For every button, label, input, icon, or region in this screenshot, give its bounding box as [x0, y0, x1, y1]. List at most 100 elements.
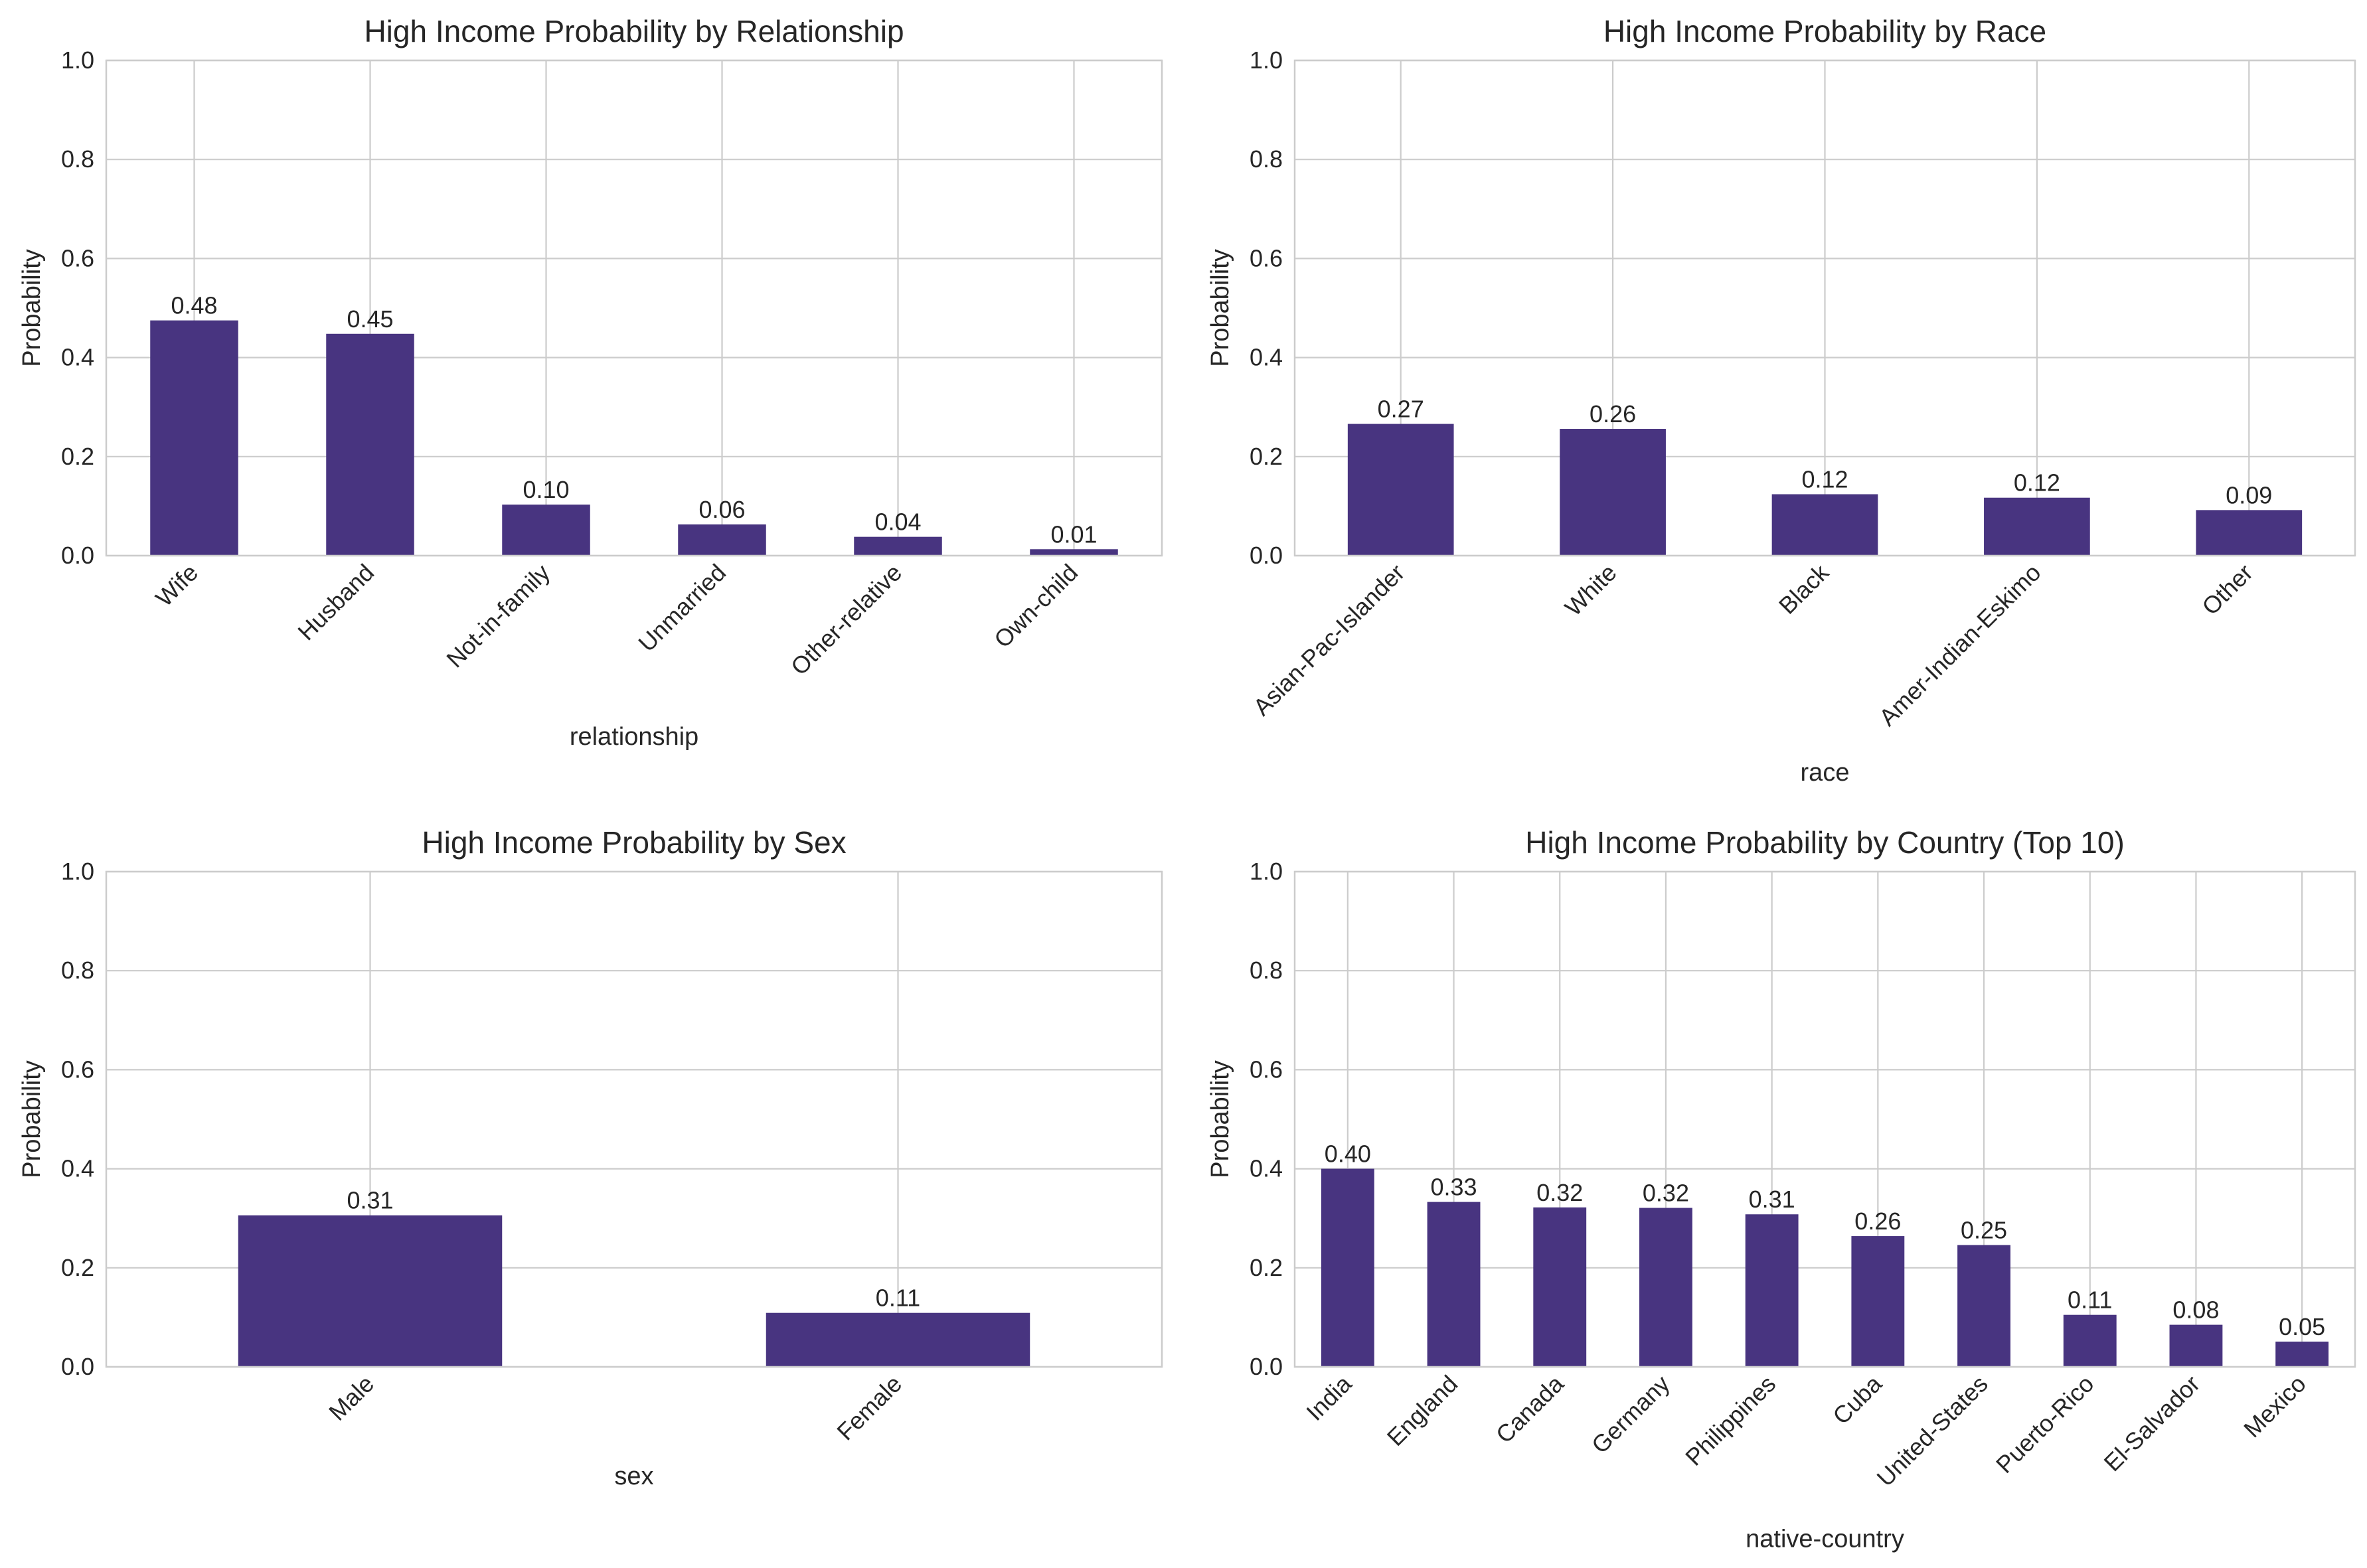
x-tick-label: Other	[2196, 559, 2258, 621]
data-label: 0.11	[876, 1285, 920, 1312]
y-tick-label: 1.0	[61, 858, 94, 885]
data-label: 0.48	[171, 292, 217, 319]
y-tick-label: 0.6	[61, 244, 94, 272]
x-tick-label: United-States	[1871, 1370, 1993, 1492]
data-label: 0.33	[1431, 1174, 1477, 1201]
data-label: 0.45	[347, 305, 393, 333]
bar-germany	[1639, 1208, 1692, 1367]
y-tick-label: 0.8	[61, 145, 94, 173]
data-label: 0.04	[874, 509, 921, 536]
bar-male	[238, 1215, 503, 1367]
x-axis-label: race	[1801, 759, 1850, 787]
axes-frame	[1293, 870, 2356, 1368]
x-tick-label: Not-in-family	[441, 559, 555, 673]
bar-puerto-rico	[2063, 1314, 2117, 1367]
y-tick-label: 0.6	[1250, 1056, 1283, 1083]
data-label: 0.32	[1643, 1180, 1689, 1207]
y-tick-label: 0.6	[61, 1056, 94, 1083]
y-tick-label: 0.8	[61, 957, 94, 984]
bar-amer-indian-eskimo	[1984, 497, 2090, 556]
chart-panel-3: 0.31 0.11 0.0 0.2 0.4 0.6 0.8 1.0 Male Female High…	[18, 825, 1163, 1490]
chart-panel-1: 0.48 0.45 0.10 0.06 0.04 0.01 0.0 0.2 0.4 0.6 0.8 1…	[18, 14, 1163, 751]
data-label: 0.11	[2068, 1287, 2112, 1314]
y-tick-label: 0.0	[61, 542, 94, 569]
chart-panel-2: 0.27 0.26 0.12 0.12 0.09 0.0 0.2 0.4 0.6 0.8 1.0 As…	[1206, 14, 2356, 787]
x-axis-label: native-country	[1746, 1525, 1904, 1553]
bar-other-relative	[854, 536, 942, 556]
y-axis-label: Probability	[1206, 1060, 1234, 1178]
y-tick-label: 0.2	[61, 443, 94, 470]
bar-united-states	[1957, 1245, 2010, 1367]
y-tick-label: 0.0	[61, 1353, 94, 1380]
y-axis-label: Probability	[18, 249, 46, 366]
y-tick-label: 0.2	[61, 1254, 94, 1281]
bar-india	[1321, 1168, 1374, 1367]
y-axis-label: Probability	[1206, 249, 1234, 366]
data-label: 0.10	[523, 476, 569, 503]
y-tick-label: 1.0	[1250, 858, 1283, 885]
x-tick-label: Own-child	[989, 559, 1083, 653]
chart-panel-4: 0.40 0.33 0.32 0.32 0.31 0.26 0.25 0.11 0.08 0.05…	[1206, 825, 2356, 1553]
bar-not-in-family	[502, 505, 590, 556]
x-tick-label: Asian-Pac-Islander	[1248, 559, 1410, 721]
data-label: 0.12	[2014, 469, 2060, 497]
data-label: 0.40	[1325, 1140, 1371, 1168]
x-tick-label: El-Salvador	[2099, 1370, 2206, 1477]
y-tick-label: 0.8	[1250, 957, 1283, 984]
bar-el-salvador	[2169, 1324, 2223, 1367]
axes-frame	[105, 870, 1163, 1368]
data-label: 0.27	[1378, 396, 1424, 423]
chart-title: High Income Probability by Relationship	[364, 14, 904, 48]
y-tick-label: 0.4	[61, 344, 94, 371]
y-axis-label: Probability	[18, 1060, 46, 1178]
y-tick-label: 1.0	[1250, 46, 1283, 74]
x-tick-label: Canada	[1491, 1370, 1570, 1449]
y-tick-label: 0.4	[1250, 344, 1283, 371]
x-tick-label: White	[1560, 559, 1622, 621]
x-axis-label: relationship	[570, 723, 698, 751]
y-tick-label: 0.2	[1250, 1254, 1283, 1281]
x-tick-label: Male	[323, 1370, 379, 1426]
data-label: 0.09	[2226, 481, 2272, 509]
bar-england	[1427, 1202, 1481, 1367]
data-label: 0.31	[347, 1187, 393, 1214]
data-label: 0.12	[1801, 465, 1848, 493]
bar-cuba	[1851, 1236, 1905, 1367]
x-tick-label: Female	[831, 1370, 907, 1446]
x-tick-label: Philippines	[1680, 1370, 1781, 1471]
chart-title: High Income Probability by Country (Top …	[1525, 825, 2125, 860]
axes-frame	[1293, 59, 2356, 557]
bar-asian-pac-islander	[1347, 424, 1454, 556]
bar-black	[1771, 494, 1878, 556]
y-tick-label: 1.0	[61, 46, 94, 74]
y-tick-label: 0.4	[61, 1155, 94, 1182]
bar-female	[766, 1312, 1030, 1367]
bar-wife	[150, 320, 238, 556]
x-tick-label: Husband	[292, 559, 379, 646]
y-tick-label: 0.8	[1250, 145, 1283, 173]
x-tick-label: England	[1382, 1370, 1463, 1451]
data-label: 0.26	[1590, 400, 1636, 428]
y-tick-label: 0.4	[1250, 1155, 1283, 1182]
x-tick-label: Amer-Indian-Eskimo	[1874, 559, 2046, 732]
x-tick-label: Puerto-Rico	[1991, 1370, 2099, 1478]
x-tick-label: Unmarried	[633, 559, 731, 657]
data-label: 0.01	[1050, 520, 1097, 548]
data-label: 0.05	[2279, 1313, 2325, 1340]
bar-unmarried	[678, 524, 766, 556]
chart-title: High Income Probability by Sex	[422, 825, 846, 860]
bar-other	[2196, 510, 2303, 556]
chart-title: High Income Probability by Race	[1603, 14, 2046, 48]
x-axis-label: sex	[614, 1462, 653, 1490]
x-tick-label: Cuba	[1827, 1370, 1888, 1430]
y-tick-label: 0.0	[1250, 542, 1283, 569]
y-tick-label: 0.0	[1250, 1353, 1283, 1380]
bar-white	[1560, 429, 1666, 556]
x-tick-label: Germany	[1586, 1370, 1675, 1459]
data-label: 0.32	[1536, 1179, 1583, 1206]
bar-canada	[1533, 1207, 1587, 1367]
bar-philippines	[1745, 1214, 1799, 1367]
x-tick-label: Black	[1773, 558, 1835, 619]
y-tick-label: 0.2	[1250, 443, 1283, 470]
